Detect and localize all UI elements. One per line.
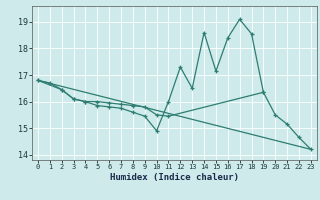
- X-axis label: Humidex (Indice chaleur): Humidex (Indice chaleur): [110, 173, 239, 182]
